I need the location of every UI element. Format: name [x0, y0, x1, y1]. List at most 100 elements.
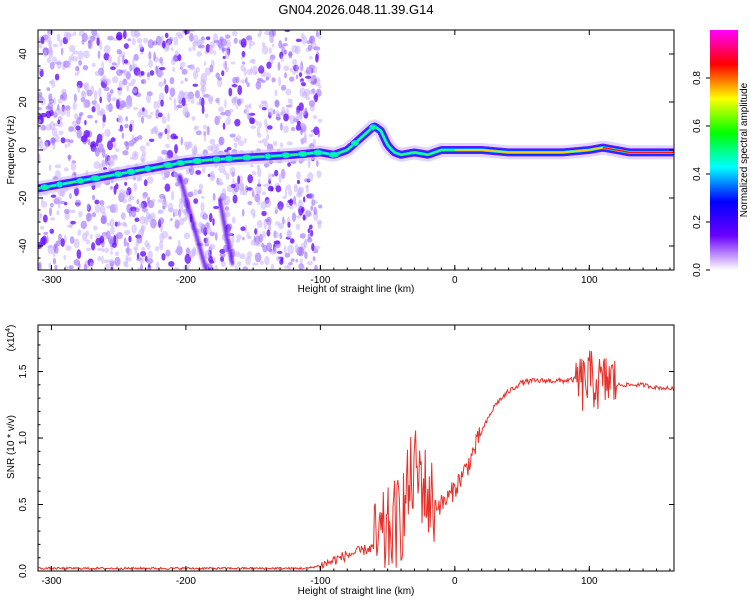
noise-speck [49, 228, 55, 234]
noise-speck [109, 218, 115, 227]
noise-speck [274, 169, 279, 177]
noise-speck [115, 99, 120, 110]
noise-speck [192, 83, 199, 87]
noise-speck [174, 182, 180, 187]
noise-speck [268, 47, 272, 55]
noise-speck [200, 97, 205, 108]
spectrogram-y-tick-label: 20 [18, 96, 29, 108]
noise-speck [104, 129, 111, 137]
spectrogram-x-tick-label: -200 [176, 275, 196, 286]
noise-speck [141, 150, 147, 157]
noise-speck [234, 251, 241, 258]
noise-speck [155, 35, 162, 46]
noise-speck [66, 108, 71, 118]
noise-speck [299, 63, 304, 73]
noise-speck [110, 226, 115, 235]
noise-speck [307, 171, 314, 182]
noise-speck [49, 217, 56, 221]
noise-speck [142, 194, 147, 200]
noise-speck [59, 39, 63, 47]
noise-speck [110, 250, 113, 255]
noise-speck [263, 183, 268, 187]
noise-speck [126, 241, 130, 248]
noise-speck [261, 107, 267, 111]
noise-speck [259, 30, 262, 36]
noise-speck [267, 107, 274, 116]
noise-speck [56, 59, 62, 70]
noise-speck [288, 50, 293, 59]
snr-y-tick-label: 1.5 [18, 364, 29, 378]
noise-speck [217, 97, 221, 106]
spectrogram-x-axis: -300 -200 -100 0 100 [37, 30, 671, 286]
noise-speck [240, 38, 247, 48]
noise-speck [46, 57, 52, 64]
noise-speck [224, 211, 231, 218]
snr-x-tick-label: -200 [176, 576, 196, 587]
noise-speck [265, 76, 269, 81]
noise-speck [289, 114, 296, 125]
noise-speck [192, 70, 199, 80]
noise-speck [131, 87, 138, 94]
noise-speck [287, 230, 292, 238]
noise-speck [205, 113, 209, 118]
noise-speck [180, 80, 184, 85]
noise-speck [209, 138, 216, 145]
noise-speck [158, 81, 164, 87]
noise-speck [166, 130, 170, 141]
noise-speck [218, 116, 222, 120]
noise-speck [151, 127, 158, 134]
noise-speck [271, 43, 275, 48]
noise-speck [193, 144, 198, 154]
noise-speck [100, 215, 106, 225]
noise-speck [124, 123, 129, 129]
noise-speck [293, 185, 299, 193]
noise-speck [75, 125, 81, 131]
ridge-blob [56, 181, 64, 188]
noise-speck [78, 210, 83, 218]
noise-speck [173, 135, 179, 140]
noise-speck [287, 162, 291, 167]
noise-speck [268, 34, 275, 44]
noise-speck [102, 77, 108, 83]
noise-speck [96, 133, 103, 144]
noise-speck [247, 174, 253, 184]
noise-speck [83, 50, 90, 59]
noise-speck [161, 253, 166, 261]
noise-speck [85, 247, 92, 252]
noise-speck [315, 53, 319, 63]
noise-speck [270, 186, 274, 192]
noise-speck [47, 102, 54, 110]
noise-speck [198, 44, 205, 49]
noise-speck [107, 35, 114, 41]
noise-speck [139, 215, 146, 225]
noise-speck [93, 90, 98, 100]
noise-speck [158, 132, 163, 139]
noise-speck [306, 237, 313, 243]
noise-speck [237, 140, 244, 146]
noise-speck [264, 218, 270, 223]
noise-speck [213, 205, 220, 210]
noise-speck [297, 120, 301, 126]
noise-speck [130, 64, 136, 71]
noise-speck [87, 138, 91, 146]
noise-speck [40, 97, 46, 106]
noise-speck [227, 113, 231, 119]
noise-speck [68, 126, 75, 133]
noise-speck [260, 100, 267, 105]
noise-speck [63, 254, 67, 261]
noise-speck [147, 267, 152, 270]
noise-speck [205, 236, 210, 246]
noise-speck [203, 213, 208, 220]
noise-speck [207, 145, 214, 151]
noise-speck [313, 126, 320, 136]
noise-speck [237, 85, 243, 96]
noise-speck [97, 247, 104, 252]
noise-speck [231, 31, 238, 37]
noise-speck [289, 238, 295, 244]
noise-speck [258, 104, 263, 109]
noise-speck [130, 30, 137, 38]
noise-speck [117, 55, 121, 66]
noise-speck [257, 132, 262, 138]
noise-speck [221, 47, 228, 52]
